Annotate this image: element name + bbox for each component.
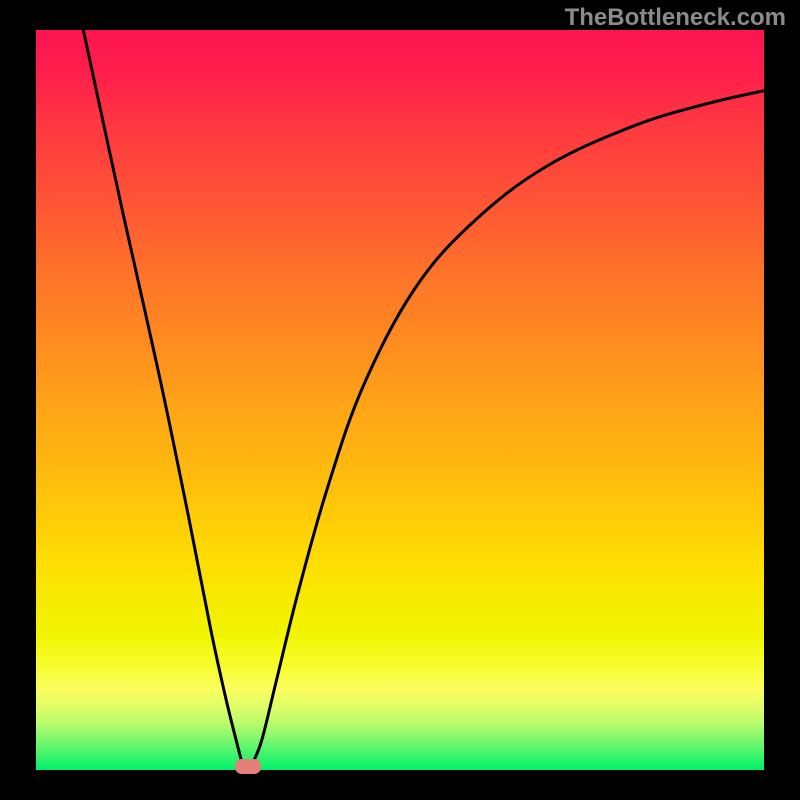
plot-area <box>36 30 764 770</box>
curve-right-branch <box>251 91 764 766</box>
optimum-marker <box>235 759 262 774</box>
chart-container: TheBottleneck.com <box>0 0 800 800</box>
curve-left-branch <box>83 30 242 766</box>
watermark-text: TheBottleneck.com <box>565 4 786 32</box>
bottleneck-curve <box>36 30 764 770</box>
